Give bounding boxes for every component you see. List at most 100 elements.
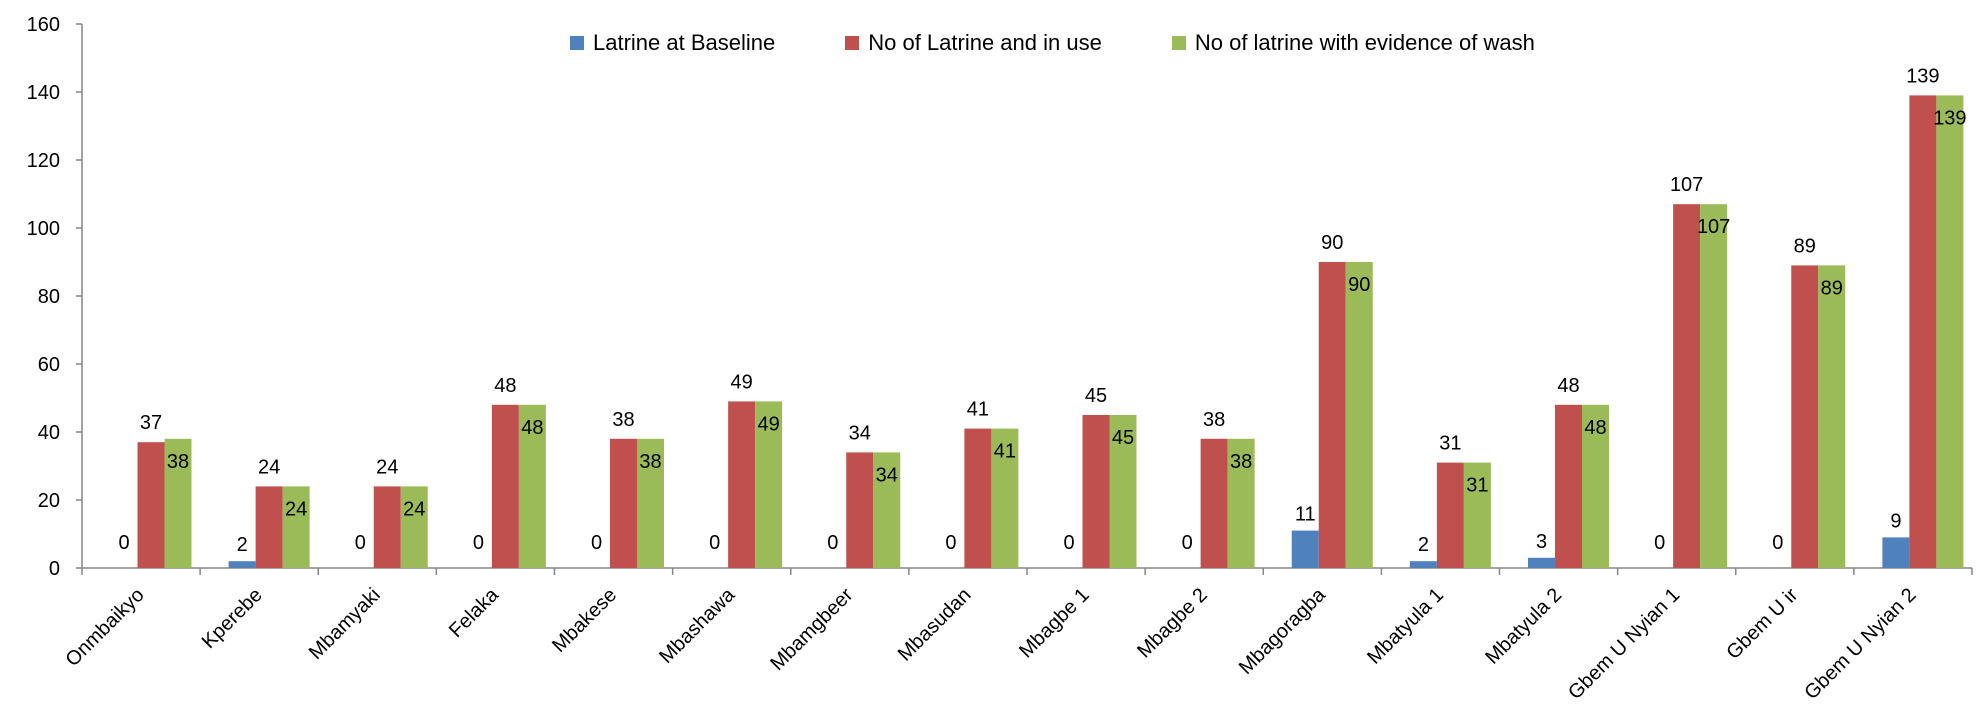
data-label: 89 xyxy=(1821,277,1843,299)
y-tick-label: 140 xyxy=(27,82,60,104)
data-label: 0 xyxy=(473,532,484,554)
bar xyxy=(1582,404,1609,568)
data-label: 90 xyxy=(1321,232,1343,254)
data-label: 38 xyxy=(1203,409,1225,431)
data-label: 38 xyxy=(167,451,189,473)
y-axis: 0 20 40 60 80 100 120 140 160 xyxy=(27,14,83,580)
x-tick-label: Gbem U Nyian 1 xyxy=(1564,584,1684,704)
data-label: 34 xyxy=(849,422,871,444)
data-label: 0 xyxy=(1063,532,1074,554)
bar xyxy=(228,561,256,568)
bar xyxy=(1291,530,1319,568)
data-label: 45 xyxy=(1112,427,1134,449)
x-tick-label: Mbasudan xyxy=(894,584,976,666)
bar xyxy=(164,438,192,568)
data-label: 37 xyxy=(140,412,162,434)
x-tick-label: Mbagoragba xyxy=(1235,583,1331,679)
bar xyxy=(1791,265,1819,568)
data-label: 34 xyxy=(876,464,898,486)
data-label: 48 xyxy=(494,375,516,397)
data-label: 0 xyxy=(1772,532,1783,554)
bar xyxy=(1409,561,1437,568)
data-label: 0 xyxy=(1182,532,1193,554)
bar xyxy=(728,401,756,568)
data-label: 38 xyxy=(639,451,661,473)
data-label: 0 xyxy=(1654,532,1665,554)
data-label: 0 xyxy=(355,532,366,554)
bar xyxy=(1200,438,1228,568)
data-label: 139 xyxy=(1906,65,1939,87)
data-label: 48 xyxy=(1584,417,1606,439)
y-tick-label: 80 xyxy=(38,286,60,308)
bar xyxy=(1109,415,1137,568)
bar xyxy=(137,442,165,568)
y-tick-label: 0 xyxy=(49,558,60,580)
data-label: 0 xyxy=(827,532,838,554)
data-label: 24 xyxy=(376,456,398,478)
data-label: 45 xyxy=(1085,385,1107,407)
data-label: 38 xyxy=(612,409,634,431)
bar xyxy=(991,428,1019,568)
data-label: 49 xyxy=(758,413,780,435)
data-label: 90 xyxy=(1348,274,1370,296)
x-tick-label: Gbem U Nyian 2 xyxy=(1800,584,1920,704)
bar xyxy=(1700,204,1728,568)
data-label: 0 xyxy=(709,532,720,554)
x-tick-label: Mbakese xyxy=(548,584,621,657)
bar xyxy=(1227,438,1255,568)
data-label: 31 xyxy=(1466,475,1488,497)
bar xyxy=(1436,462,1464,568)
data-label: 107 xyxy=(1670,174,1703,196)
data-label: 24 xyxy=(403,498,425,520)
bar xyxy=(1936,95,1964,569)
data-label: 89 xyxy=(1794,235,1816,257)
bar xyxy=(1909,95,1937,569)
bar xyxy=(610,438,637,568)
data-label: 139 xyxy=(1933,107,1966,129)
bar xyxy=(964,428,992,568)
legend-label-wash: No of latrine with evidence of wash xyxy=(1194,30,1535,55)
bars xyxy=(137,95,1964,569)
y-tick-label: 60 xyxy=(38,354,60,376)
y-tick-label: 160 xyxy=(27,14,60,36)
bar xyxy=(400,486,428,568)
bar xyxy=(1082,415,1110,568)
bar xyxy=(1528,557,1555,568)
bar xyxy=(846,452,874,568)
x-tick-label: Gbem U ir xyxy=(1722,584,1802,664)
x-tick-label: Mbagbe 1 xyxy=(1015,584,1093,662)
bar xyxy=(1345,262,1373,568)
data-label: 49 xyxy=(731,371,753,393)
data-label: 2 xyxy=(1418,534,1429,556)
data-label: 24 xyxy=(285,498,307,520)
data-label: 31 xyxy=(1439,433,1461,455)
legend-swatch-baseline xyxy=(570,36,584,50)
y-tick-label: 120 xyxy=(27,150,60,172)
bar xyxy=(282,486,310,568)
x-tick-label: Mbamyaki xyxy=(305,584,385,664)
data-label: 48 xyxy=(521,417,543,439)
data-label: 24 xyxy=(258,456,280,478)
legend-item-wash: No of latrine with evidence of wash xyxy=(1171,30,1535,56)
bar xyxy=(1555,404,1582,568)
bar xyxy=(491,404,519,568)
data-label: 0 xyxy=(118,532,129,554)
x-tick-label: Mbatyula 2 xyxy=(1481,584,1566,669)
legend-item-baseline: Latrine at Baseline xyxy=(570,30,775,56)
bar xyxy=(755,401,783,568)
x-tick-label: Onmbaikyo xyxy=(62,584,149,671)
data-label: 11 xyxy=(1295,504,1316,526)
data-label: 41 xyxy=(967,399,989,421)
data-label: 0 xyxy=(945,532,956,554)
legend-swatch-in-use xyxy=(845,36,860,50)
bar xyxy=(1673,204,1701,568)
y-tick-label: 20 xyxy=(38,490,60,512)
x-tick-label: Kperebe xyxy=(198,584,267,653)
bar xyxy=(518,404,546,568)
y-tick-label: 40 xyxy=(38,422,60,444)
bar xyxy=(373,486,401,568)
data-label: 107 xyxy=(1697,216,1730,238)
x-axis: Onmbaikyo Kperebe Mbamyaki Felaka Mbakese Mba… xyxy=(62,567,1973,704)
